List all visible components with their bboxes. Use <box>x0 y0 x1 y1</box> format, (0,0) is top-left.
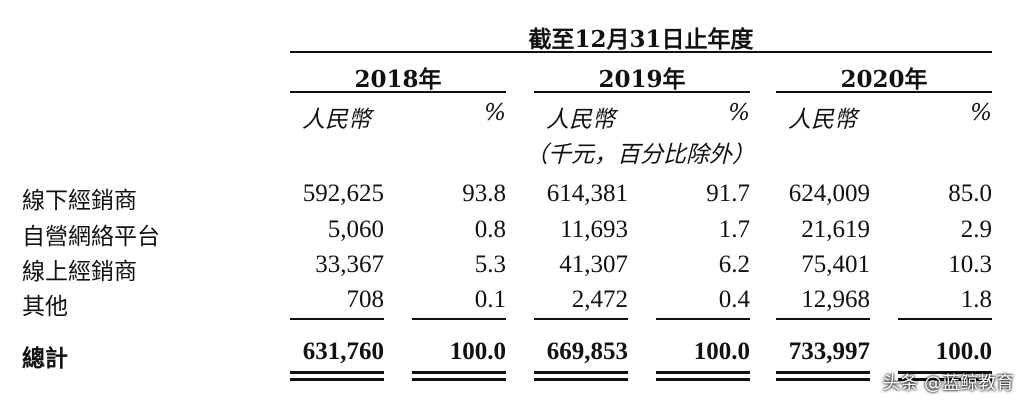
total-double-rule <box>534 371 628 374</box>
unit-header-2019: 人民幣 <box>546 107 615 133</box>
table-cell: 5,060 <box>327 216 384 243</box>
table-cell: 12,968 <box>801 286 870 313</box>
table-cell: 5.3 <box>474 251 506 278</box>
pct-header-2018: % <box>484 100 506 126</box>
table-cell: 93.8 <box>462 180 506 207</box>
total-double-rule <box>898 378 992 381</box>
pct-header-2019: % <box>728 100 750 126</box>
table-cell: 0.4 <box>718 286 750 313</box>
total-cell: 100.0 <box>449 338 506 365</box>
subtotal-rule-3 <box>534 318 628 320</box>
total-double-rule <box>412 378 506 381</box>
watermark: 头条 @蓝鲸教育 <box>882 373 1014 394</box>
table-cell: 85.0 <box>948 180 992 207</box>
subtotal-rule-5 <box>776 318 870 320</box>
total-double-rule <box>412 371 506 374</box>
year-2018-rule <box>290 91 506 93</box>
row-label: 線上經銷商 <box>22 259 137 285</box>
period-heading: 截至12月31日止年度 <box>528 26 754 53</box>
total-double-rule <box>776 371 870 374</box>
table-cell: 0.8 <box>474 216 506 243</box>
table-cell: 1.8 <box>960 286 992 313</box>
subtotal-rule-4 <box>656 318 750 320</box>
pct-header-2020: % <box>970 100 992 126</box>
total-double-rule <box>776 378 870 381</box>
total-cell: 669,853 <box>546 338 628 365</box>
table-cell: 1.7 <box>718 216 750 243</box>
total-cell: 100.0 <box>693 338 750 365</box>
table-cell: 41,307 <box>559 251 628 278</box>
total-double-rule <box>534 378 628 381</box>
subtotal-rule-1 <box>290 318 384 320</box>
unit-header-2018: 人民幣 <box>302 107 371 133</box>
subtotal-rule-6 <box>898 318 992 320</box>
table-cell: 624,009 <box>788 180 870 207</box>
table-cell: 708 <box>346 286 385 313</box>
table-cell: 11,693 <box>560 216 628 243</box>
table-cell: 21,619 <box>801 216 870 243</box>
table-cell: 91.7 <box>706 180 750 207</box>
table-cell: 75,401 <box>801 251 870 278</box>
table-cell: 6.2 <box>718 251 750 278</box>
unit-note: （千元，百分比除外） <box>525 142 755 168</box>
year-2019-rule <box>534 91 750 93</box>
period-rule <box>290 51 992 53</box>
year-2019-heading: 2019年 <box>598 66 686 93</box>
year-2020-rule <box>776 91 992 93</box>
row-label: 自營網絡平台 <box>22 224 160 250</box>
unit-header-2020: 人民幣 <box>788 107 857 133</box>
total-double-rule <box>656 371 750 374</box>
table-cell: 33,367 <box>315 251 384 278</box>
total-cell: 733,997 <box>788 338 870 365</box>
row-label: 線下經銷商 <box>22 188 137 214</box>
table-cell: 0.1 <box>474 286 506 313</box>
total-double-rule <box>656 378 750 381</box>
table-cell: 10.3 <box>948 251 992 278</box>
subtotal-rule-2 <box>412 318 506 320</box>
row-label: 其他 <box>22 294 68 320</box>
table-cell: 592,625 <box>302 180 384 207</box>
total-double-rule <box>290 378 384 381</box>
total-double-rule <box>898 371 992 374</box>
table-cell: 2.9 <box>960 216 992 243</box>
year-2018-heading: 2018年 <box>354 66 442 93</box>
total-cell: 631,760 <box>302 338 384 365</box>
table-cell: 2,472 <box>571 286 628 313</box>
total-label: 總計 <box>22 345 68 372</box>
year-2020-heading: 2020年 <box>840 66 928 93</box>
total-double-rule <box>290 371 384 374</box>
total-cell: 100.0 <box>935 338 992 365</box>
table-cell: 614,381 <box>546 180 628 207</box>
